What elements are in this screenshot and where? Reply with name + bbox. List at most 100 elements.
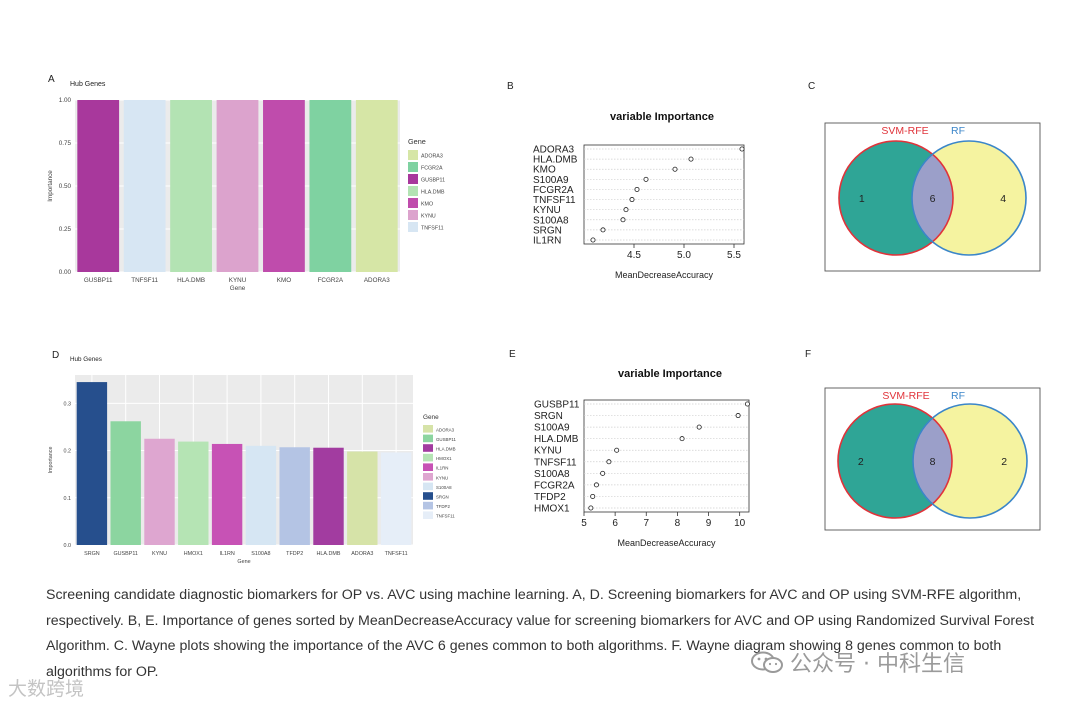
x-axis-label: MeanDecreaseAccuracy (617, 538, 716, 548)
dot-kynu (614, 447, 620, 453)
plot-frame (583, 144, 745, 245)
legend-label: TNFSF11 (436, 514, 455, 519)
x-tick-label: ADORA3 (364, 277, 390, 284)
legend-swatch (423, 511, 433, 519)
dot-s100a8 (600, 470, 606, 476)
legend-swatch (423, 473, 433, 481)
chart-title: Hub Genes (70, 81, 106, 88)
watermark-2-text: 大数跨境 (8, 678, 85, 700)
row-label: FCGR2A (534, 480, 575, 491)
dot-srgn (735, 413, 741, 419)
legend-label: GUSBP11 (421, 178, 445, 184)
dot-s100a9 (696, 424, 702, 430)
legend-swatch (423, 434, 433, 443)
y-axis-label: Importance (47, 170, 54, 202)
legend-title: Gene (408, 137, 426, 146)
legend-swatch (423, 501, 433, 510)
plot-frame (583, 399, 750, 513)
row-label: SRGN (534, 411, 563, 422)
panel-label-d: D (52, 350, 60, 361)
dot-hla-dmb (688, 156, 694, 162)
row-label: KYNU (533, 205, 561, 216)
legend-swatch (408, 198, 418, 208)
x-tick-label: 4.5 (627, 250, 641, 261)
legend-label: KMO (421, 202, 433, 208)
x-tick-label: HLA.DMB (317, 551, 341, 557)
panel-label-a: A (48, 74, 55, 85)
chart-title: variable Importance (610, 111, 714, 123)
row-label: TFDP2 (534, 492, 566, 503)
dot-adora3 (739, 146, 745, 152)
legend-label: SRGN (436, 495, 449, 500)
legend-label: TNFSF11 (421, 226, 444, 232)
x-tick-label: GUSBP11 (84, 277, 113, 284)
legend-swatch (423, 444, 433, 452)
y-axis-label: Importance (48, 447, 54, 474)
venn-intersection-count: 6 (930, 193, 936, 205)
venn-intersection (912, 141, 953, 255)
bar-gusbp11 (110, 421, 141, 545)
panel-label-c: C (808, 81, 816, 92)
legend-label: ADORA3 (436, 427, 455, 432)
legend-label: GUSBP11 (436, 437, 456, 442)
row-label: KYNU (534, 446, 562, 457)
row-label: HLA.DMB (534, 434, 579, 445)
dot-tnfsf11 (629, 197, 635, 203)
x-tick-label: ADORA3 (351, 551, 373, 557)
bar-srgn (76, 382, 108, 545)
x-tick-label: HMOX1 (184, 551, 203, 557)
row-label: IL1RN (533, 236, 561, 247)
legend-swatch (408, 186, 418, 196)
legend-swatch (408, 150, 418, 160)
legend-label: KYNU (421, 214, 436, 220)
venn-left-outline (837, 403, 953, 519)
venn-right-label: RF (951, 125, 965, 137)
y-tick-label: 0.1 (64, 496, 72, 502)
dot-fcgr2a (634, 186, 640, 192)
watermark-2: 大数跨境 (8, 674, 84, 701)
chart-e-variable-importance: variable Importance GUSBP11SRGNS100A9HLA.… (534, 368, 750, 548)
venn-right-label: RF (951, 390, 965, 402)
y-tick-label: 0.25 (59, 226, 72, 233)
row-label: TNFSF11 (533, 195, 576, 206)
chart-d-hub-genes: Hub Genes 0.0 0.1 0.2 0.3 SRGN GUSBP11 KYNU HMOX… (48, 356, 456, 565)
row-label: SRGN (533, 225, 562, 236)
y-tick-label: 0.50 (59, 183, 72, 190)
bar-kmo (263, 100, 305, 272)
venn-left-label: SVM-RFE (882, 390, 929, 402)
x-tick-label: TNFSF11 (131, 277, 158, 284)
bar-tnfsf11 (123, 100, 166, 272)
venn-left-count: 2 (858, 456, 864, 468)
legend-swatch (408, 162, 418, 172)
panel-label-b: B (507, 81, 514, 92)
x-tick-label: KMO (277, 277, 291, 284)
row-label: KMO (533, 165, 556, 176)
x-tick-label: IL1RN (219, 551, 234, 557)
panel-label-e: E (509, 349, 516, 360)
dot-gusbp11 (744, 401, 750, 407)
x-tick-label: TFDP2 (286, 551, 303, 557)
dot-hla-dmb (679, 436, 685, 442)
legend-swatch (423, 482, 433, 491)
legend-swatch (423, 492, 433, 500)
bar-s100a8 (245, 445, 277, 545)
x-tick-label: FCGR2A (318, 277, 344, 284)
chart-title: Hub Genes (70, 356, 102, 363)
watermark: 公众号 · 中科生信 (750, 646, 965, 678)
x-tick-label: S100A8 (251, 551, 270, 557)
x-tick-label: HLA.DMB (177, 277, 205, 284)
legend-swatch (408, 210, 418, 220)
venn-right-outline (912, 403, 1028, 519)
row-label: S100A9 (533, 175, 569, 186)
chart-a-hub-genes: Hub Genes 0.00 0.25 0.50 0.75 1.00 GUSBP11 TNFS… (47, 81, 445, 292)
dot-hmox1 (588, 505, 594, 511)
x-tick-label: 6 (612, 518, 618, 529)
legend-label: ADORA3 (421, 154, 443, 160)
legend-label: IL1RN (436, 466, 448, 471)
bar-adora3 (355, 100, 398, 272)
row-label: ADORA3 (533, 145, 575, 156)
chart-b-variable-importance: variable ImportanceADORA3HLA.DMBKMOS100A… (533, 111, 745, 280)
bar-adora3 (347, 451, 378, 545)
panel-label-f: F (805, 349, 812, 360)
legend-title: Gene (423, 414, 439, 421)
